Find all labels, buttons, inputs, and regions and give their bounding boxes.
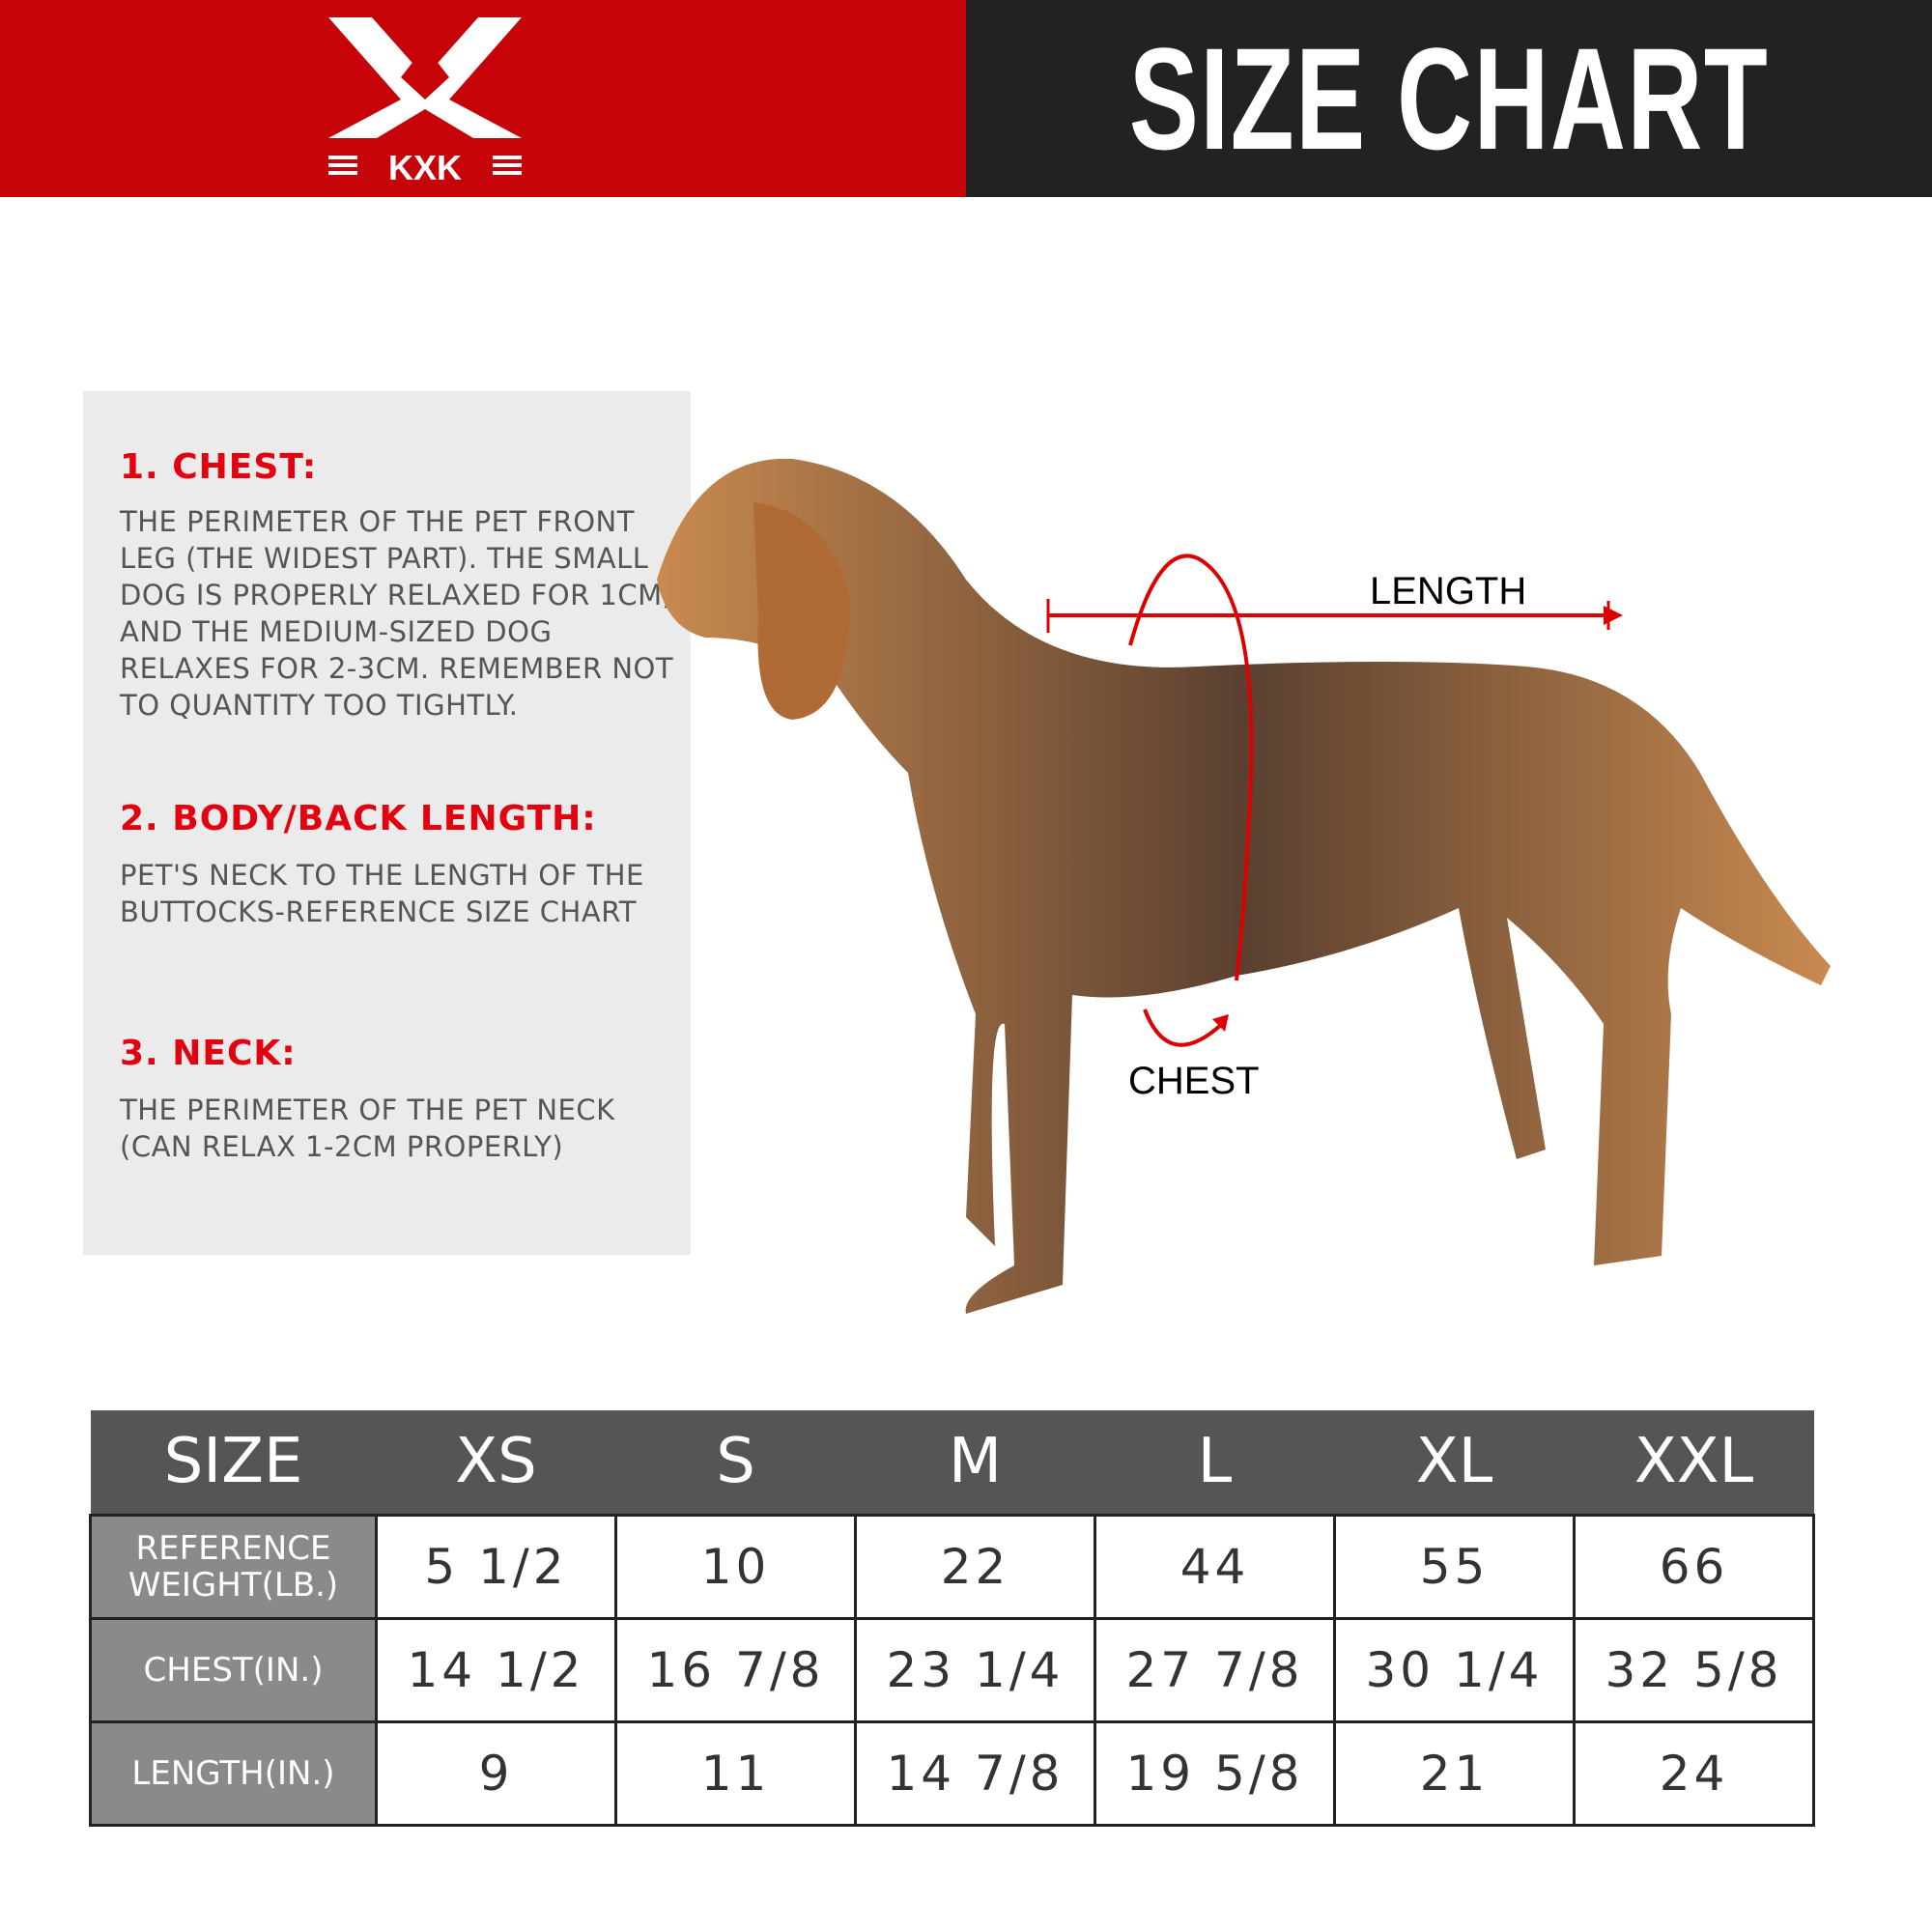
row-label: LENGTH(IN.) <box>89 1719 378 1827</box>
cell: 16 7/8 <box>614 1616 857 1723</box>
header-size: SIZE <box>90 1410 377 1515</box>
header-title-bar <box>966 0 1932 197</box>
chest-label: CHEST <box>1128 1060 1260 1102</box>
table-row: LENGTH(IN.) 9 11 14 7/8 19 5/8 21 24 <box>89 1719 1815 1827</box>
cell: 14 1/2 <box>375 1616 617 1723</box>
length-label: LENGTH <box>1370 570 1527 612</box>
header-m: M <box>855 1410 1095 1515</box>
cell: 24 <box>1573 1719 1815 1827</box>
cell: 10 <box>614 1513 857 1620</box>
measurement-guide: 1. CHEST: THE PERIMETER OF THE PET FRONT… <box>83 391 691 1255</box>
table-row: CHEST(IN.) 14 1/2 16 7/8 23 1/4 27 7/8 3… <box>89 1616 1815 1723</box>
cell: 55 <box>1333 1513 1576 1620</box>
cell: 32 5/8 <box>1573 1616 1815 1723</box>
row-label: CHEST(IN.) <box>89 1616 378 1723</box>
cell: 11 <box>614 1719 857 1827</box>
cell: 9 <box>375 1719 617 1827</box>
neck-text: THE PERIMETER OF THE PET NECK (CAN RELAX… <box>120 1094 615 1163</box>
cell: 5 1/2 <box>375 1513 617 1620</box>
length-heading: 2. BODY/BACK LENGTH: <box>120 799 597 838</box>
chest-heading: 1. CHEST: <box>120 447 318 487</box>
cell: 27 7/8 <box>1094 1616 1336 1723</box>
neck-heading: 3. NECK: <box>120 1034 297 1073</box>
chest-text: THE PERIMETER OF THE PET FRONT LEG (THE … <box>120 505 674 722</box>
header-xxl: XXL <box>1574 1410 1814 1515</box>
cell: 14 7/8 <box>854 1719 1096 1827</box>
cell: 21 <box>1333 1719 1576 1827</box>
dog-illustration <box>657 458 1831 1314</box>
logo-text: KXK <box>388 148 462 184</box>
row-label: REFERENCE WEIGHT(LB.) <box>89 1513 378 1620</box>
cell: 66 <box>1573 1513 1815 1620</box>
cell: 22 <box>854 1513 1096 1620</box>
header-xl: XL <box>1334 1410 1575 1515</box>
header-xs: XS <box>376 1410 616 1515</box>
table-row: REFERENCE WEIGHT(LB.) 5 1/2 10 22 44 55 … <box>89 1513 1815 1620</box>
header-l: L <box>1094 1410 1335 1515</box>
cell: 44 <box>1094 1513 1336 1620</box>
length-text: PET'S NECK TO THE LENGTH OF THE BUTTOCKS… <box>120 859 644 928</box>
table-header-row: SIZE XS S M L XL XXL <box>90 1410 1814 1515</box>
kxk-logo: KXK <box>328 17 522 184</box>
page-title: SIZE CHART <box>1128 16 1770 180</box>
cell: 19 5/8 <box>1094 1719 1336 1827</box>
header-s: S <box>615 1410 856 1515</box>
size-table: SIZE XS S M L XL XXL REFERENCE WEIGHT(LB… <box>89 1410 1815 1827</box>
cell: 23 1/4 <box>854 1616 1096 1723</box>
cell: 30 1/4 <box>1333 1616 1576 1723</box>
